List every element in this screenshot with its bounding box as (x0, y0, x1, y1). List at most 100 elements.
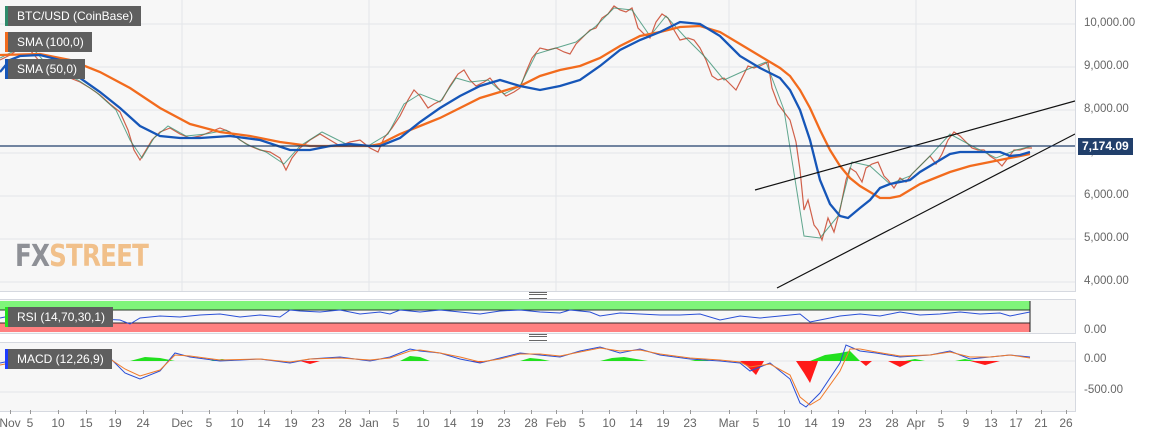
time-tick-label: 13 (984, 416, 998, 430)
rsi-pane-resize-handle[interactable] (529, 292, 547, 299)
time-tick-label: 26 (1059, 416, 1073, 430)
price-tick: 5,000.00 (1084, 232, 1129, 244)
time-tick-label: 5 (752, 416, 760, 430)
time-tick-mark (450, 410, 451, 414)
rsi-pane[interactable]: RSI (14,70,30,1) (0, 299, 1076, 334)
time-tick-mark (10, 410, 11, 414)
time-tick-label: 5 (26, 416, 34, 430)
price-candles-red (0, 5, 1032, 242)
time-tick-mark (209, 410, 210, 414)
time-tick-label: 24 (136, 416, 150, 430)
current-price-tag: 7,174.09 (1078, 138, 1133, 155)
time-tick-label: 5 (205, 416, 213, 430)
time-tick-mark (86, 410, 87, 414)
price-tick: 4,000.00 (1084, 275, 1129, 287)
time-tick-label: 9 (962, 416, 970, 430)
macd-canvas[interactable] (0, 343, 1075, 411)
price-tick: 6,000.00 (1084, 189, 1129, 201)
time-tick-label: 28 (524, 416, 538, 430)
symbol-swatch (5, 6, 8, 26)
rsi-overbought-band (0, 301, 1030, 310)
time-tick-mark (369, 410, 370, 414)
sma-100-line (0, 24, 1031, 200)
time-tick-label: 23 (311, 416, 325, 430)
rsi-canvas[interactable] (0, 300, 1075, 333)
time-tick-label: 28 (338, 416, 352, 430)
time-tick-mark (504, 410, 505, 414)
price-tick: 9,000.00 (1084, 60, 1129, 72)
time-tick-mark (30, 410, 31, 414)
time-tick-label: 28 (885, 416, 899, 430)
time-tick-label: 10 (230, 416, 244, 430)
time-tick-label: 5 (392, 416, 400, 430)
time-tick-label: Mar (718, 416, 740, 430)
time-tick-mark (1016, 410, 1017, 414)
time-tick-label: 23 (858, 416, 872, 430)
time-tick-mark (477, 410, 478, 414)
time-tick-label: 19 (470, 416, 484, 430)
legend-symbol[interactable]: BTC/USD (CoinBase) (5, 6, 142, 26)
time-tick-mark (423, 410, 424, 414)
time-tick-mark (318, 410, 319, 414)
time-tick-label: 5 (937, 416, 945, 430)
price-tick: 8,000.00 (1084, 103, 1129, 115)
time-tick-mark (237, 410, 238, 414)
time-tick-mark (345, 410, 346, 414)
time-tick-mark (556, 410, 557, 414)
time-tick-mark (1041, 410, 1042, 414)
time-tick-label: 10 (416, 416, 430, 430)
legend-rsi-label: RSI (14,70,30,1) (17, 310, 106, 324)
time-tick-mark (916, 410, 917, 414)
rsi-line (0, 309, 1031, 325)
time-tick-mark (115, 410, 116, 414)
time-tick-label: 14 (629, 416, 643, 430)
time-tick-label: 21 (1034, 416, 1048, 430)
price-candles-green (0, 7, 1033, 239)
time-tick-label: 14 (804, 416, 818, 430)
signal-line (0, 347, 1031, 406)
time-tick-mark (690, 410, 691, 414)
time-tick-label: 10 (602, 416, 616, 430)
time-tick-label: 19 (284, 416, 298, 430)
lower-trendline (776, 133, 1075, 289)
time-tick-mark (182, 410, 183, 414)
watermark-street: STREET (49, 239, 149, 274)
legend-sma-50-label: SMA (50,0) (17, 62, 78, 76)
time-tick-mark (58, 410, 59, 414)
macd-line (0, 344, 1031, 408)
legend-macd-label: MACD (12,26,9) (17, 352, 104, 366)
legend-sma-100[interactable]: SMA (100,0) (5, 32, 92, 52)
time-tick-label: Jan (359, 416, 379, 430)
time-tick-mark (663, 410, 664, 414)
fxstreet-watermark: FXSTREET (15, 239, 149, 274)
time-tick-mark (811, 410, 812, 414)
macd-pane-resize-handle[interactable] (529, 334, 547, 341)
time-tick-label: Dec (171, 416, 193, 430)
macd-tick: 0.00 (1084, 353, 1107, 365)
legend-rsi[interactable]: RSI (14,70,30,1) (5, 307, 114, 327)
time-tick-mark (1066, 410, 1067, 414)
legend-macd[interactable]: MACD (12,26,9) (5, 349, 112, 369)
time-tick-mark (396, 410, 397, 414)
time-tick-mark (838, 410, 839, 414)
legend-sma-50[interactable]: SMA (50,0) (5, 59, 86, 79)
time-tick-mark (941, 410, 942, 414)
price-chart-canvas[interactable] (0, 0, 1075, 291)
time-tick-mark (756, 410, 757, 414)
macd-swatch (5, 349, 8, 369)
time-tick-mark (291, 410, 292, 414)
time-tick-mark (531, 410, 532, 414)
time-tick-label: 19 (831, 416, 845, 430)
time-tick-mark (865, 410, 866, 414)
rsi-swatch (5, 307, 8, 327)
rsi-tick: 0.00 (1084, 324, 1107, 336)
price-chart-pane[interactable]: BTC/USD (CoinBase) SMA (100,0) SMA (50,0… (0, 0, 1076, 292)
time-tick-mark (636, 410, 637, 414)
sma-50-swatch (5, 59, 8, 79)
time-tick-label: 14 (443, 416, 457, 430)
time-tick-label: 5 (578, 416, 586, 430)
macd-pane[interactable]: MACD (12,26,9) (0, 342, 1076, 412)
time-tick-mark (582, 410, 583, 414)
time-tick-label: Nov (0, 416, 21, 430)
time-tick-label: Feb (545, 416, 567, 430)
